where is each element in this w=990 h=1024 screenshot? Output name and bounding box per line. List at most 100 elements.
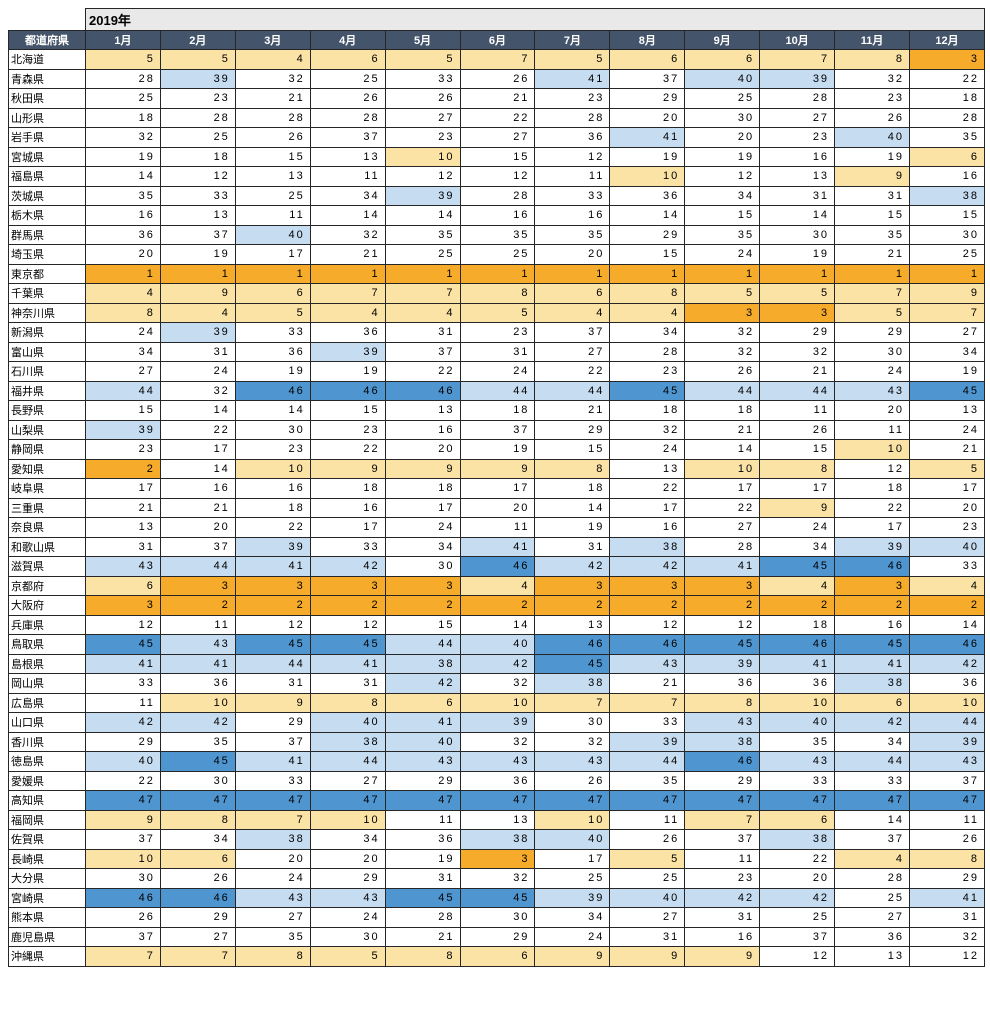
rank-cell: 23	[159, 88, 236, 109]
rank-cell: 15	[234, 146, 311, 167]
rank-cell: 22	[234, 517, 311, 538]
rank-cell: 39	[908, 731, 986, 752]
rank-cell: 2	[459, 595, 536, 616]
month-header: 10月	[759, 30, 836, 50]
rank-cell: 20	[384, 439, 461, 460]
rank-cell: 25	[85, 88, 161, 109]
rank-cell: 22	[684, 497, 761, 518]
rank-cell: 7	[684, 809, 761, 830]
rank-cell: 1	[85, 263, 161, 284]
rank-cell: 42	[459, 653, 536, 674]
table-row: 富山県 34 31 36 39 37 31 27 28 32 32 30 34	[8, 341, 986, 362]
rank-cell: 27	[534, 341, 611, 362]
prefecture-label: 熊本県	[8, 907, 86, 928]
rank-cell: 14	[159, 458, 236, 479]
rank-cell: 37	[609, 68, 686, 89]
rank-cell: 21	[459, 88, 536, 109]
rank-cell: 36	[159, 673, 236, 694]
rank-cell: 4	[384, 302, 461, 323]
rank-cell: 1	[159, 263, 236, 284]
rank-cell: 5	[309, 946, 386, 967]
rank-cell: 46	[309, 380, 386, 401]
rank-cell: 18	[834, 478, 910, 499]
rank-cell: 24	[684, 244, 761, 265]
rank-cell: 44	[834, 751, 910, 772]
rank-cell: 30	[684, 107, 761, 128]
prefecture-label: 宮城県	[8, 146, 86, 167]
rank-cell: 11	[534, 166, 611, 187]
rank-cell: 5	[459, 302, 536, 323]
rank-cell: 31	[834, 185, 910, 206]
rank-cell: 25	[759, 907, 836, 928]
prefecture-label: 奈良県	[8, 517, 86, 538]
rank-cell: 3	[609, 575, 686, 596]
rank-cell: 1	[684, 263, 761, 284]
rank-cell: 42	[159, 712, 236, 733]
prefecture-label: 愛知県	[8, 458, 86, 479]
rank-cell: 3	[459, 848, 536, 869]
rank-cell: 38	[609, 536, 686, 557]
rank-cell: 21	[759, 361, 836, 382]
rank-cell: 43	[684, 712, 761, 733]
rank-cell: 10	[759, 692, 836, 713]
rank-cell: 28	[234, 107, 311, 128]
rank-cell: 7	[459, 49, 536, 70]
header-row: 都道府県 1月 2月 3月 4月 5月 6月 7月 8月 9月 10月 11月 12月	[8, 30, 986, 50]
rank-cell: 28	[684, 536, 761, 557]
rank-cell: 20	[759, 868, 836, 889]
rank-cell: 1	[834, 263, 910, 284]
table-row: 長崎県 10 6 20 20 19 3 17 5 11 22 4 8	[8, 848, 986, 869]
rank-cell: 16	[759, 146, 836, 167]
rank-cell: 13	[309, 146, 386, 167]
table-row: 熊本県 26 29 27 24 28 30 34 27 31 25 27 31	[8, 907, 986, 928]
rank-cell: 23	[908, 517, 986, 538]
rank-cell: 26	[908, 829, 986, 850]
rank-cell: 31	[234, 673, 311, 694]
rank-cell: 40	[908, 536, 986, 557]
rank-cell: 10	[159, 692, 236, 713]
rank-cell: 37	[159, 536, 236, 557]
month-header: 4月	[309, 30, 386, 50]
rank-cell: 12	[684, 166, 761, 187]
rank-cell: 18	[684, 400, 761, 421]
rank-cell: 26	[309, 88, 386, 109]
rank-cell: 14	[908, 614, 986, 635]
rank-cell: 16	[609, 517, 686, 538]
rank-cell: 2	[159, 595, 236, 616]
rank-cell: 11	[684, 848, 761, 869]
rank-cell: 37	[834, 829, 910, 850]
rank-cell: 17	[234, 244, 311, 265]
rank-cell: 20	[309, 848, 386, 869]
rank-cell: 29	[384, 770, 461, 791]
rank-cell: 44	[309, 751, 386, 772]
rank-cell: 47	[908, 790, 986, 811]
table-row: 岐阜県 17 16 16 18 18 17 18 22 17 17 18 17	[8, 478, 986, 499]
rank-cell: 35	[609, 770, 686, 791]
rank-cell: 46	[684, 751, 761, 772]
rank-cell: 9	[459, 458, 536, 479]
rank-cell: 35	[908, 127, 986, 148]
rank-cell: 35	[684, 224, 761, 245]
rank-cell: 31	[459, 341, 536, 362]
rank-cell: 15	[459, 146, 536, 167]
rank-cell: 32	[684, 341, 761, 362]
rank-cell: 9	[908, 283, 986, 304]
rank-cell: 32	[908, 926, 986, 947]
rank-cell: 17	[834, 517, 910, 538]
prefecture-label: 大分県	[8, 868, 86, 889]
rank-cell: 37	[908, 770, 986, 791]
rank-cell: 19	[309, 361, 386, 382]
rank-cell: 12	[459, 166, 536, 187]
rank-cell: 23	[234, 439, 311, 460]
rank-cell: 6	[159, 848, 236, 869]
rank-cell: 32	[459, 673, 536, 694]
rank-cell: 4	[534, 302, 611, 323]
rank-cell: 42	[609, 556, 686, 577]
rank-cell: 19	[85, 146, 161, 167]
rank-cell: 5	[684, 283, 761, 304]
rank-cell: 14	[309, 205, 386, 226]
prefecture-label: 青森県	[8, 68, 86, 89]
rank-cell: 41	[684, 556, 761, 577]
rank-cell: 47	[684, 790, 761, 811]
